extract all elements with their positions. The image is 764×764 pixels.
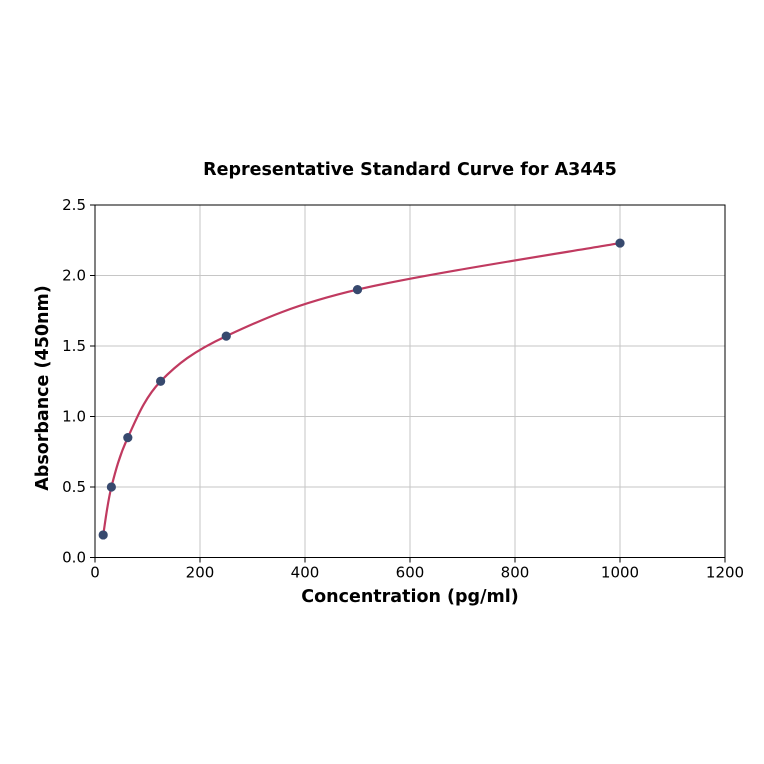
fitted-curve [102, 242, 622, 536]
y-tick-label: 1.5 [62, 337, 86, 355]
x-tick-label: 1000 [601, 564, 639, 582]
x-tick-label: 800 [501, 564, 530, 582]
y-tick-label: 2.5 [62, 196, 86, 214]
chart-title: Representative Standard Curve for A3445 [203, 160, 617, 180]
y-tick-label: 0.0 [62, 549, 86, 567]
x-tick-label: 400 [291, 564, 320, 582]
data-point [352, 285, 363, 295]
x-tick-label: 200 [186, 564, 215, 582]
data-point [123, 433, 133, 443]
x-tick-label: 1200 [706, 564, 744, 582]
data-point [106, 482, 116, 492]
y-tick-label: 0.5 [62, 478, 86, 496]
y-tick-label: 1.0 [62, 408, 86, 426]
data-point [98, 530, 108, 540]
x-tick-label: 0 [90, 564, 100, 582]
data-point [156, 376, 166, 386]
data-point [615, 238, 625, 248]
y-tick-label: 2.0 [62, 267, 86, 285]
x-tick-label: 600 [396, 564, 425, 582]
data-point [221, 331, 231, 341]
x-axis-label: Concentration (pg/ml) [301, 587, 519, 607]
